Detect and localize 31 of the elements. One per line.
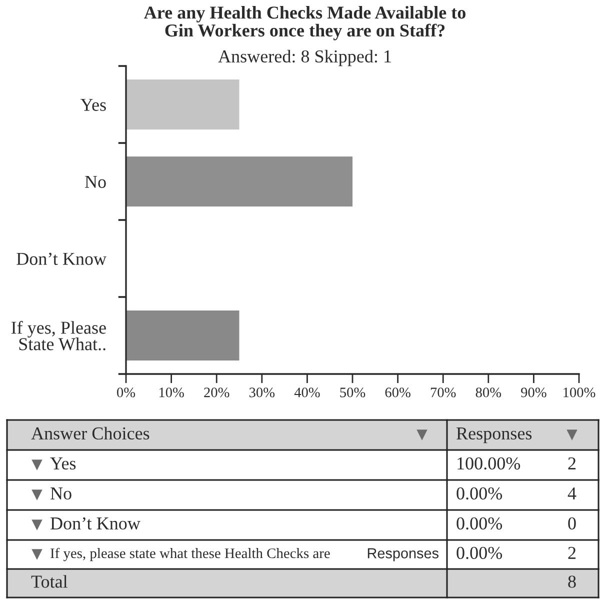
x-tick-label: 40%: [294, 388, 320, 398]
y-tick-label: No: [85, 176, 106, 188]
text: 0.00%: [456, 546, 502, 560]
text: 0: [568, 517, 576, 530]
x-tick-label: 0%: [117, 388, 136, 398]
text: Responses: [456, 428, 532, 444]
x-tick-label: 70%: [430, 388, 456, 398]
text: Answer Choices: [31, 426, 150, 440]
text: 8: [568, 576, 576, 588]
text: If yes, please state what these Health Checks are: [50, 548, 330, 562]
x-tick-label: 30%: [249, 388, 275, 398]
text: Total: [31, 575, 68, 588]
x-tick-label: 10%: [159, 388, 184, 398]
chart-subtitle: Answered: 8 Skipped: 1: [218, 50, 391, 66]
text: 0.00%: [456, 517, 502, 530]
y-tick-label: Don’t Know: [16, 252, 106, 265]
text: Responses: [368, 548, 438, 562]
y-tick-label: If yes, Please State What..: [11, 320, 106, 350]
x-tick-label: 50%: [340, 388, 366, 398]
x-tick-label: 60%: [385, 388, 410, 398]
text: 0.00%: [456, 487, 502, 500]
x-tick-label: 100%: [564, 388, 596, 398]
x-tick-label: 80%: [476, 388, 502, 398]
text: 2: [568, 457, 576, 470]
text: 100.00%: [458, 457, 520, 470]
chart-title: Are any Health Checks Made Available to Gin Workers once they are on Staff?: [144, 6, 466, 40]
y-tick-label: Yes: [80, 98, 106, 111]
text: 4: [568, 487, 576, 500]
text: 2: [568, 546, 576, 559]
x-tick-label: 90%: [521, 388, 546, 398]
x-tick-label: 20%: [204, 388, 230, 398]
